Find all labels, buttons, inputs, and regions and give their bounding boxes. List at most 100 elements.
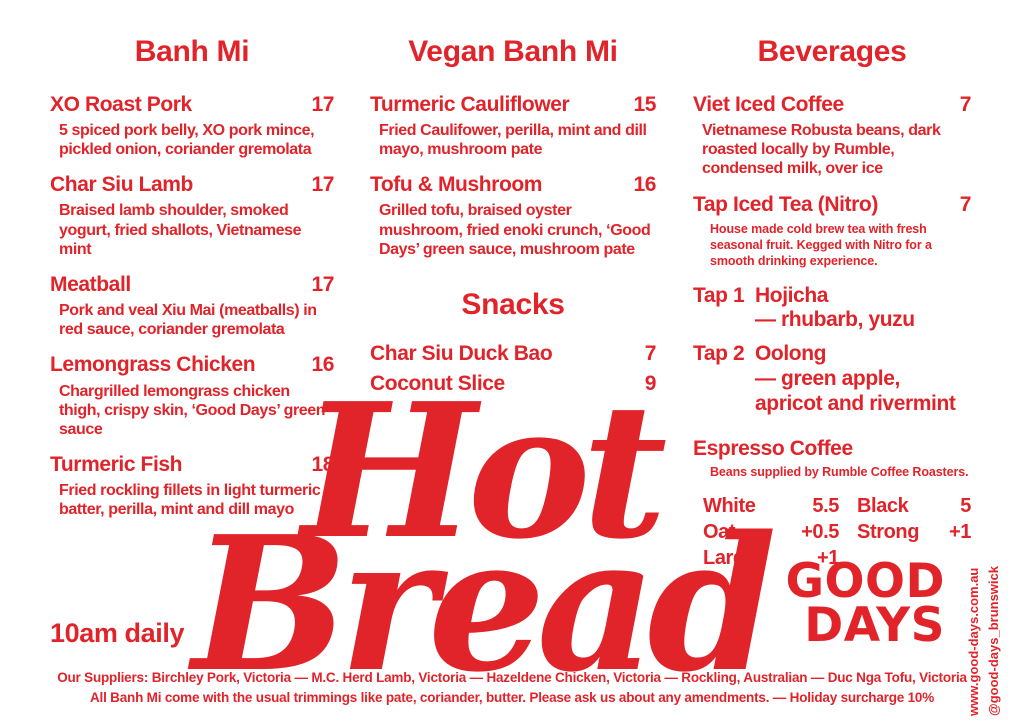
tap-label: Tap 1 [693,283,745,307]
menu-item-description: Braised lamb shoulder, smoked yogurt, fr… [59,202,302,258]
menu-item-header: Tofu & Mushroom 16 [370,174,656,196]
opening-hours: 10am daily [50,618,185,648]
menu-item-description: Vietnamese Robusta beans, dark roasted l… [702,122,941,178]
tap-2: Tap 2 Oolong — green apple, apricot and … [693,342,971,416]
menu-item-name: Tofu & Mushroom [370,173,543,197]
section-beverages: Beverages Viet Iced Coffee 7 Vietnamese … [693,34,971,571]
menu-item-header: XO Roast Pork 17 [50,93,334,116]
footer-trimmings-line: All Banh Mi come with the usual trimming… [89,689,935,705]
espresso-price-row: White 5.5 [703,493,839,519]
menu-item-header: Turmeric Fish 18 [50,454,334,476]
menu-item-description: Fried Caulifower, perilla, mint and dill… [379,122,647,159]
tap-body: Oolong — green apple, apricot and riverm… [755,342,971,416]
menu-item-lemongrass-chicken: Lemongrass Chicken 16 Chargrilled lemong… [50,354,334,439]
espresso-price-row: Black 5 [857,493,971,519]
espresso-price-row: Oat +0.5 [703,519,839,545]
espresso-option-label: Oat [703,520,736,543]
tap-name: Oolong [755,342,827,366]
menu-item-price: 9 [644,372,657,396]
tap-list: Tap 1 Hojicha — rhubarb, yuzu Tap 2 Oolo… [693,284,971,417]
espresso-price-column-right: Black 5 Strong +1 [857,493,971,571]
espresso-price-table: White 5.5 Oat +0.5 Large +1 Black [693,493,971,571]
menu-item-name: Lemongrass Chicken [50,353,256,377]
menu-item-price: 18 [311,453,334,477]
espresso-subtitle: Beans supplied by Rumble Coffee Roasters… [710,464,969,479]
menu-item-header: Tap Iced Tea (Nitro) 7 [693,192,972,216]
espresso-option-price: +0.5 [801,520,839,543]
tap-1: Tap 1 Hojicha — rhubarb, yuzu [693,284,971,334]
section-title-beverages: Beverages [757,35,907,68]
menu-item-tofu-mushroom: Tofu & Mushroom 16 Grilled tofu, braised… [370,174,656,259]
menu-item-turmeric-fish: Turmeric Fish 18 Fried rockling fillets … [50,454,334,519]
menu-item-description: House made cold brew tea with fresh seas… [710,221,932,268]
espresso-option-price: +1 [816,546,839,569]
espresso-price-column-left: White 5.5 Oat +0.5 Large +1 [703,493,839,571]
menu-item-name: Turmeric Fish [50,453,183,477]
menu-item-header: Turmeric Cauliflower 15 [370,93,656,116]
hero-line-bread: Bread [192,495,777,714]
menu-item-price: 15 [633,93,656,116]
menu-item-description: Chargrilled lemongrass chicken thigh, cr… [59,382,326,438]
footer-suppliers-line: Our Suppliers: Birchley Pork, Victoria —… [57,669,967,685]
menu-item-description: Grilled tofu, braised oyster mushroom, f… [379,202,651,258]
menu-item-name: Char Siu Duck Bao [370,342,553,366]
espresso-price-row: Strong +1 [857,519,971,545]
espresso-price-row: Large +1 [703,545,839,571]
tap-notes: — green apple, apricot and rivermint [755,366,956,415]
menu-item-price: 7 [959,192,972,216]
menu-item-viet-iced-coffee: Viet Iced Coffee 7 Vietnamese Robusta be… [693,93,972,179]
menu-item-price: 16 [311,353,334,377]
menu-item-header: Char Siu Lamb 17 [50,174,334,196]
section-snacks: Snacks Char Siu Duck Bao 7 Coconut Slice… [370,287,656,400]
tap-name: Hojicha [755,283,829,307]
menu-item-meatball: Meatball 17 Pork and veal Xiu Mai (meatb… [50,273,334,339]
espresso-option-label: Strong [857,520,920,543]
section-vegan-banh-mi: Vegan Banh Mi Turmeric Cauliflower 15 Fr… [370,34,656,400]
menu-item-name: Char Siu Lamb [50,173,193,197]
menu-item-header: Lemongrass Chicken 16 [50,354,334,376]
tap-notes: — rhubarb, yuzu [755,308,915,332]
footer: Our Suppliers: Birchley Pork, Victoria —… [0,668,1024,709]
section-title-banh-mi: Banh Mi [134,35,250,68]
logo-line-days: DAYS [804,597,945,653]
tap-body: Hojicha — rhubarb, yuzu [755,284,971,334]
menu-item-price: 7 [644,342,657,366]
menu-item-name: Meatball [50,273,131,297]
espresso-option-label: White [703,494,756,517]
menu-item-description: Pork and veal Xiu Mai (meatballs) in red… [59,302,317,339]
menu-item-price: 17 [311,93,334,116]
section-title-snacks: Snacks [461,288,565,322]
tap-label: Tap 2 [693,342,745,366]
logo-line-good: GOOD [785,554,945,609]
menu-item-description: Fried rockling fillets in light turmeric… [59,482,321,519]
menu-item-tap-iced-tea: Tap Iced Tea (Nitro) 7 House made cold b… [693,192,972,269]
espresso-option-price: 5 [960,494,971,517]
good-days-logo: GOOD DAYS [785,554,945,653]
section-banh-mi: Banh Mi XO Roast Pork 17 5 spiced pork b… [50,34,334,534]
menu-item-header: Meatball 17 [50,273,334,297]
menu-item-turmeric-cauliflower: Turmeric Cauliflower 15 Fried Caulifower… [370,93,656,159]
menu-item-name: XO Roast Pork [50,93,192,116]
menu-item-price: 16 [633,173,656,197]
menu-item-name: Viet Iced Coffee [693,93,844,116]
menu-item-char-siu-lamb: Char Siu Lamb 17 Braised lamb shoulder, … [50,174,334,259]
menu-item-description: 5 spiced pork belly, XO pork mince, pick… [59,122,315,159]
menu-item-char-siu-duck-bao: Char Siu Duck Bao 7 [370,339,656,369]
menu-item-name: Tap Iced Tea (Nitro) [693,192,878,216]
espresso-title: Espresso Coffee [693,437,853,461]
section-title-vegan-banh-mi: Vegan Banh Mi [408,35,618,68]
espresso-option-label: Large [703,546,756,569]
espresso-title-row: Espresso Coffee [693,438,971,460]
menu-item-coconut-slice: Coconut Slice 9 [370,369,656,399]
menu-item-xo-roast-pork: XO Roast Pork 17 5 spiced pork belly, XO… [50,93,334,159]
espresso-option-label: Black [857,494,909,517]
espresso-option-price: +1 [948,520,971,543]
menu-item-name: Turmeric Cauliflower [370,93,570,116]
menu-item-price: 17 [311,273,334,297]
menu-item-price: 7 [959,93,972,116]
menu-item-header: Viet Iced Coffee 7 [693,93,972,116]
menu-item-name: Coconut Slice [370,372,505,396]
espresso-option-price: 5.5 [812,494,839,517]
menu-item-price: 17 [311,173,334,197]
